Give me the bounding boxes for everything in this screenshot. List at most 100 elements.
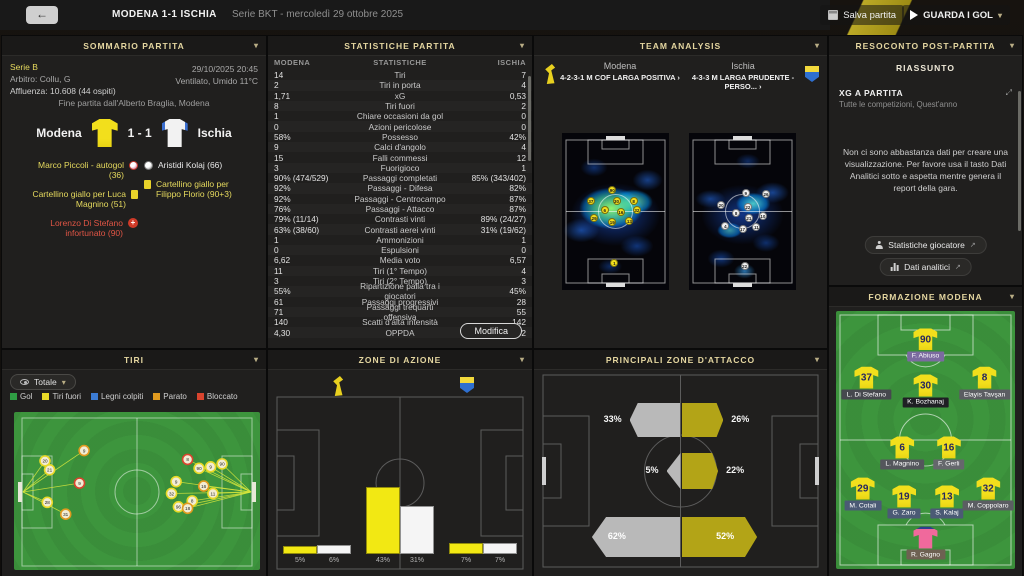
shot-marker[interactable] <box>207 487 219 500</box>
player-name-label[interactable]: L. Magnino <box>880 459 925 470</box>
collapse-chevron-icon[interactable]: ▾ <box>1009 41 1015 50</box>
stat-cell: Scatti d'alta intensità <box>362 317 438 328</box>
stat-cell: 9 <box>274 142 279 153</box>
report-scrollbar[interactable] <box>1018 91 1021 231</box>
expand-icon[interactable]: ⤢ <box>1005 88 1012 97</box>
away-team-name[interactable]: Ischia <box>197 126 232 140</box>
collapse-chevron-icon[interactable]: ▾ <box>519 355 525 364</box>
collapse-chevron-icon[interactable]: ▾ <box>1009 292 1015 301</box>
shot-marker[interactable] <box>73 477 86 489</box>
heatmap-player-dot: 29 <box>590 213 599 222</box>
zone-bar-value: 31% <box>409 557 424 564</box>
heatmap-player-dot: 4 <box>721 221 730 230</box>
away-tactic-link[interactable]: 4-3-3 M LARGA PRUDENTE - PERSO... › <box>691 73 795 91</box>
player-name-label[interactable]: F. Gerli <box>933 459 965 470</box>
summary-header: SOMMARIO PARTITA ▾ <box>2 36 266 56</box>
stat-cell: Azioni pericolose <box>368 121 432 132</box>
shots-filter-dropdown[interactable]: Totale ▾ <box>10 374 76 390</box>
shot-marker[interactable] <box>193 462 205 475</box>
stat-cell: 87% <box>509 204 526 214</box>
stat-cell: Ammonizioni <box>376 234 424 245</box>
edit-stats-button[interactable]: Modifica <box>460 323 522 339</box>
player-name-label[interactable]: F. Abiuso <box>906 351 945 362</box>
competition-link[interactable]: Serie B <box>10 62 38 72</box>
player-name-label[interactable]: L. Di Stefano <box>841 389 892 400</box>
shot-marker[interactable] <box>204 461 217 473</box>
action-zone-bars: 5% 6% 43% 31% 7% 7% <box>276 396 524 570</box>
shot-line <box>203 485 252 493</box>
home-injury-text[interactable]: Lorenzo Di Stefano infortunato (90) <box>50 218 123 238</box>
shots-header-label: TIRI <box>123 354 145 365</box>
player-shirt-icon: 32 <box>976 477 1001 500</box>
heatmap-player-dot: 9 <box>741 188 750 197</box>
away-card-text[interactable]: Cartellino giallo per Filippo Florio (90… <box>156 179 232 199</box>
heatmap-player-dot: 10 <box>758 212 767 221</box>
shot-marker[interactable] <box>216 458 228 470</box>
home-injury-event: Lorenzo Di Stefano infortunato (90) + <box>6 218 138 238</box>
shot-map: 9 20 21 9 28 31 8 90 9 90 9 16 32 11 8 96 18 <box>18 417 256 567</box>
stat-cell: 11 <box>274 265 283 276</box>
stat-row: 11 Tiri (1° Tempo) 4 <box>268 266 532 276</box>
player-name-label[interactable]: K. Bozhanaj <box>902 397 949 408</box>
shot-marker[interactable] <box>41 496 54 509</box>
stat-cell: 1,71 <box>274 90 291 101</box>
player-stats-button[interactable]: Statistiche giocatore ↗ <box>864 236 987 254</box>
player-number: 29 <box>857 483 869 495</box>
watch-goals-button[interactable]: GUARDA I GOL ▾ <box>902 5 1010 25</box>
heatmap-player-dot: 8 <box>629 196 638 205</box>
stat-cell: Passaggi - Attacco <box>365 204 435 214</box>
collapse-chevron-icon[interactable]: ▾ <box>253 41 259 50</box>
shot-marker[interactable] <box>197 480 210 492</box>
stat-cell: 31% (19/62) <box>480 224 526 235</box>
home-shirt-icon <box>91 119 118 147</box>
player-stats-label: Statistiche giocatore <box>888 240 965 250</box>
home-heatmap: 90 37 30 8 6 16 32 29 19 13 1 <box>562 133 669 290</box>
shot-marker[interactable] <box>43 463 56 476</box>
stats-table: 14 Tiri 7 2 Tiri in porta 4 1,71 xG 0,53 8 Tiri fu… <box>268 70 532 338</box>
stat-cell: 3 <box>274 162 279 173</box>
collapse-chevron-icon[interactable]: ▾ <box>814 41 820 50</box>
legend-label: Gol <box>20 392 33 401</box>
shots-filter-value: Totale <box>34 377 57 387</box>
player-name-label[interactable]: Elayis Tavşan <box>958 389 1011 400</box>
analytics-data-button[interactable]: Dati analitici ↗ <box>879 258 972 276</box>
home-tactic-link[interactable]: 4-2-3-1 M COF LARGA POSITIVA › <box>560 73 680 82</box>
heatmap-player-dot: 6 <box>600 205 609 214</box>
stat-row: 55% Ripartizione palla tra i giocatori 45% <box>268 281 532 301</box>
chevron-down-icon[interactable]: ▾ <box>997 10 1002 20</box>
player-name-label[interactable]: M. Coppolaro <box>962 500 1014 511</box>
shot-marker[interactable] <box>170 475 182 488</box>
stat-cell: 2 <box>274 80 279 91</box>
score-row: Modena 1 - 1 Ischia <box>2 110 266 156</box>
shot-marker[interactable] <box>39 455 51 467</box>
stats-scrollbar[interactable] <box>528 76 531 161</box>
home-goal-text[interactable]: Marco Piccoli - autogol (36) <box>38 160 124 180</box>
stat-cell: 28 <box>516 296 526 307</box>
away-goal-text[interactable]: Aristidi Kolaj (66) <box>158 160 223 170</box>
home-team-name[interactable]: Modena <box>36 126 82 140</box>
shot-marker[interactable] <box>165 487 178 500</box>
own-goal-ball-icon <box>129 161 138 170</box>
home-card-text[interactable]: Cartellino giallo per Luca Magnino (51) <box>32 189 126 209</box>
player-name-label[interactable]: M. Cotali <box>844 500 882 511</box>
player-name-label[interactable]: G. Zaro <box>887 508 921 519</box>
collapse-chevron-icon[interactable]: ▾ <box>814 355 820 364</box>
stat-cell: Passaggi progressivi <box>361 296 439 307</box>
save-match-button[interactable]: Salva partita <box>820 5 904 25</box>
shot-marker[interactable] <box>181 453 194 466</box>
shot-line <box>221 463 252 493</box>
collapse-chevron-icon[interactable]: ▾ <box>253 355 259 364</box>
player-name-label[interactable]: S. Kalaj <box>930 508 964 519</box>
shot-number: 18 <box>185 506 191 511</box>
shot-marker[interactable] <box>78 444 90 457</box>
stat-cell: Passaggi trequarti offensiva <box>366 301 434 322</box>
player-name-label[interactable]: R. Gagno <box>905 549 946 560</box>
back-button[interactable]: ← <box>26 6 58 24</box>
attack-zone-value: 5% <box>645 465 659 475</box>
legend-swatch <box>196 393 204 400</box>
shot-marker[interactable] <box>59 508 72 520</box>
stat-cell: Tiri (1° Tempo) <box>372 265 428 276</box>
shot-marker[interactable] <box>181 502 194 515</box>
collapse-chevron-icon[interactable]: ▾ <box>519 41 525 50</box>
